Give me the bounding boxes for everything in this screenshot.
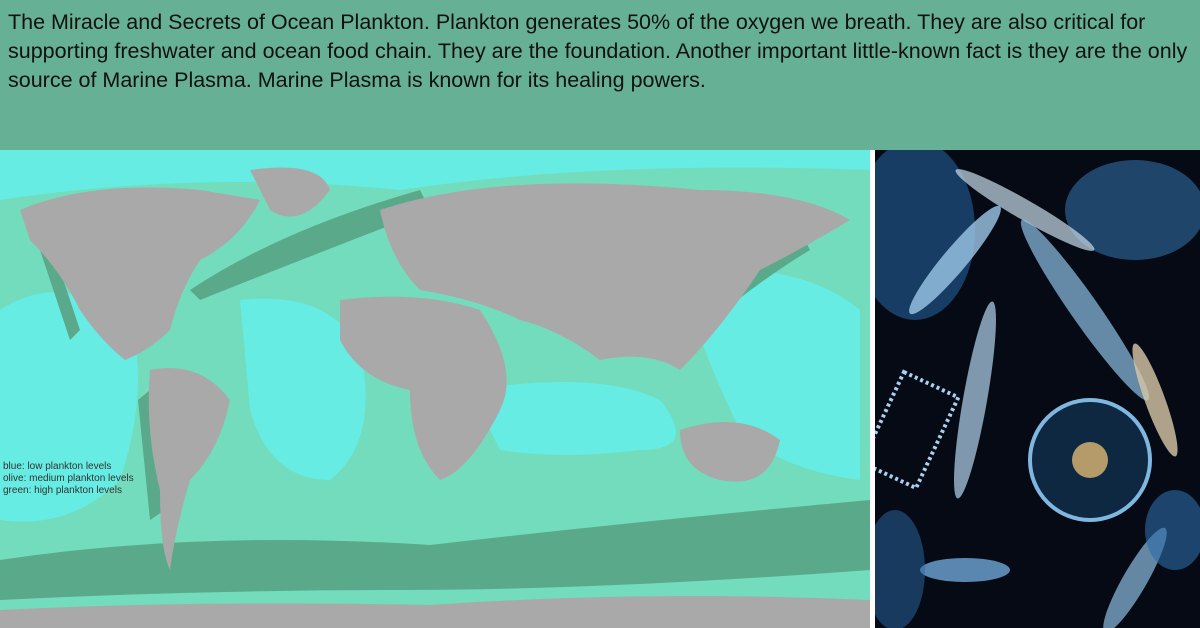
low-plankton-zone [680, 268, 860, 480]
high-plankton-zone [190, 190, 430, 300]
high-plankton-zone [138, 390, 165, 520]
map-graphic [0, 150, 870, 628]
caption-text: The Miracle and Secrets of Ocean Plankto… [8, 10, 1188, 92]
legend-medium: olive: medium plankton levels [3, 473, 134, 484]
low-plankton-zone [0, 150, 870, 200]
legend-high: green: high plankton levels [3, 485, 122, 496]
plankton-microscope-photo [875, 150, 1200, 628]
eurasia [380, 183, 850, 370]
divider [870, 150, 875, 628]
map-legend: blue: low plankton levels olive: medium … [3, 461, 134, 497]
africa [340, 296, 507, 480]
high-plankton-zone [0, 500, 870, 600]
world-plankton-map: blue: low plankton levels olive: medium … [0, 150, 870, 628]
legend-low: blue: low plankton levels [3, 461, 112, 472]
greenland [250, 167, 330, 217]
high-plankton-zone [40, 240, 80, 340]
low-plankton-zone [0, 292, 138, 522]
australia [680, 422, 780, 482]
caption-banner: The Miracle and Secrets of Ocean Plankto… [0, 0, 1200, 150]
landmasses [0, 167, 870, 628]
south-america [148, 368, 230, 570]
plankton-illustration [875, 150, 1200, 628]
low-plankton-zone [240, 298, 366, 480]
north-america [20, 187, 260, 360]
low-plankton-zone [470, 382, 676, 455]
antarctica [0, 596, 870, 628]
